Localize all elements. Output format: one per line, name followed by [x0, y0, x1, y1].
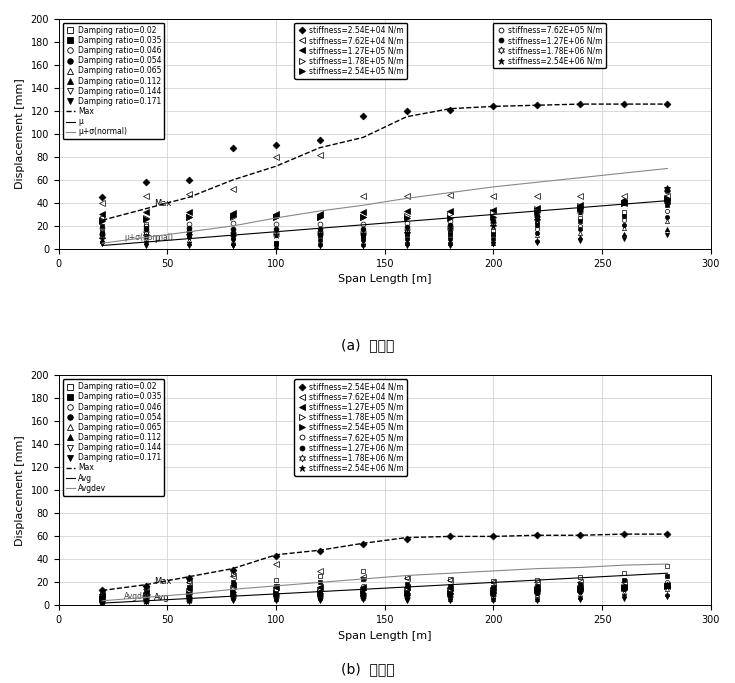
Text: Max: Max: [154, 576, 172, 585]
Text: Avgdev: Avgdev: [124, 591, 152, 600]
Text: Avg: Avg: [154, 593, 170, 602]
X-axis label: Span Length [m]: Span Length [m]: [338, 275, 431, 284]
Y-axis label: Displacement [mm]: Displacement [mm]: [15, 435, 25, 546]
Legend: stiffness=2.54E+04 N/m, stiffness=7.62E+04 N/m, stiffness=1.27E+05 N/m, stiffnes: stiffness=2.54E+04 N/m, stiffness=7.62E+…: [294, 379, 407, 475]
Text: μ+σ(normal): μ+σ(normal): [124, 233, 173, 242]
Text: (a)  단순교: (a) 단순교: [341, 338, 394, 352]
Text: (b)  연속교: (b) 연속교: [341, 663, 394, 676]
X-axis label: Span Length [m]: Span Length [m]: [338, 630, 431, 641]
Y-axis label: Displacement [mm]: Displacement [mm]: [15, 79, 25, 189]
Text: μ: μ: [154, 234, 159, 243]
Text: Max: Max: [154, 199, 172, 208]
Legend: stiffness=7.62E+05 N/m, stiffness=1.27E+06 N/m, stiffness=1.78E+06 N/m, stiffnes: stiffness=7.62E+05 N/m, stiffness=1.27E+…: [493, 23, 606, 68]
